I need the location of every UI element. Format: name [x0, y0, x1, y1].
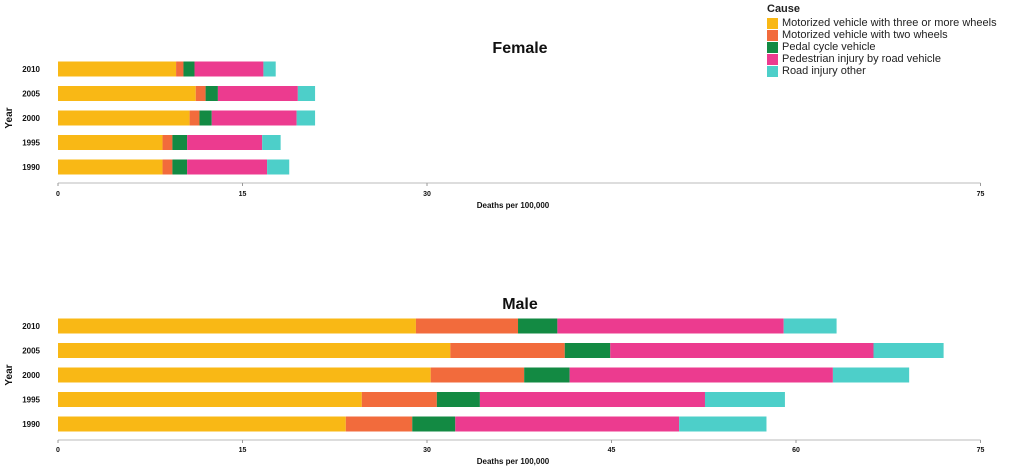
bar-segment — [187, 159, 268, 175]
x-tick-label: 75 — [977, 191, 985, 198]
bar-segment — [832, 367, 910, 383]
bar-segment — [58, 86, 196, 101]
legend-title: Cause — [767, 3, 801, 15]
x-tick-label: 60 — [792, 447, 800, 454]
legend-swatch — [767, 53, 778, 65]
bar-segment — [524, 367, 570, 383]
bar-segment — [557, 318, 784, 334]
y-tick-label: 1990 — [22, 163, 40, 172]
bar-segment — [172, 159, 188, 175]
bar-segment — [412, 416, 456, 432]
y-tick-label: 1995 — [22, 139, 40, 148]
bar-segment — [873, 343, 944, 358]
legend-swatch — [767, 17, 778, 29]
legend-label: Motorized vehicle with three or more whe… — [782, 17, 997, 29]
bar-segment — [569, 367, 833, 383]
bar-segment — [58, 61, 177, 77]
bar-segment — [436, 392, 480, 407]
bar-segment — [199, 110, 212, 126]
bar-segment — [564, 343, 611, 358]
bar-segment — [217, 86, 298, 101]
bar-segment — [58, 392, 362, 407]
bar-segment — [187, 135, 263, 150]
panel-title: Male — [502, 296, 538, 313]
bar-segment — [262, 135, 281, 150]
legend-items: Motorized vehicle with three or more whe… — [767, 17, 997, 77]
bar-segment — [58, 318, 416, 334]
x-tick-label: 45 — [608, 447, 616, 454]
legend-swatch — [767, 41, 778, 53]
bar-segment — [263, 61, 276, 77]
x-axis-label: Deaths per 100,000 — [477, 201, 550, 210]
legend-item: Pedal cycle vehicle — [767, 41, 997, 53]
y-tick-label: 2010 — [22, 322, 40, 331]
legend: Cause Motorized vehicle with three or mo… — [767, 3, 997, 77]
bar-segment — [345, 416, 413, 432]
bar-segment — [450, 343, 565, 358]
legend-label: Motorized vehicle with two wheels — [782, 29, 948, 41]
bar-segment — [58, 367, 431, 383]
x-tick-label: 75 — [977, 447, 985, 454]
x-tick-label: 15 — [239, 191, 247, 198]
legend-swatch — [767, 29, 778, 41]
y-tick-label: 2005 — [22, 90, 40, 99]
legend-swatch — [767, 65, 778, 77]
bar-segment — [58, 135, 163, 150]
bar-segment — [296, 110, 316, 126]
bar-segment — [58, 159, 163, 175]
legend-label: Road injury other — [782, 65, 866, 77]
bar-segment — [783, 318, 837, 334]
x-axis-label: Deaths per 100,000 — [477, 457, 550, 466]
bar-segment — [172, 135, 188, 150]
bar-segment — [58, 416, 346, 432]
legend-label: Pedestrian injury by road vehicle — [782, 53, 941, 65]
bar-segment — [479, 392, 705, 407]
bar-segment — [297, 86, 316, 101]
bar-segment — [518, 318, 558, 334]
x-tick-label: 30 — [423, 447, 431, 454]
bar-segment — [183, 61, 195, 77]
legend-item: Road injury other — [767, 65, 997, 77]
legend-label: Pedal cycle vehicle — [782, 41, 876, 53]
bar-segment — [58, 110, 190, 126]
legend-item: Pedestrian injury by road vehicle — [767, 53, 997, 65]
bar-segment — [189, 110, 200, 126]
y-tick-label: 1990 — [22, 420, 40, 429]
bar-segment — [162, 159, 173, 175]
bar-segment — [205, 86, 218, 101]
bar-segment — [194, 61, 264, 77]
y-tick-label: 2005 — [22, 347, 40, 356]
bar-segment — [679, 416, 767, 432]
x-tick-label: 30 — [423, 191, 431, 198]
bar-segment — [430, 367, 525, 383]
bar-segment — [361, 392, 437, 407]
bar-segment — [176, 61, 184, 77]
bar-segment — [455, 416, 680, 432]
panel-title: Female — [492, 40, 547, 57]
y-tick-label: 2000 — [22, 371, 40, 380]
y-axis-label: Year — [4, 107, 15, 128]
legend-item: Motorized vehicle with two wheels — [767, 29, 997, 41]
bar-segment — [211, 110, 297, 126]
y-axis-label: Year — [4, 364, 15, 385]
y-tick-label: 2010 — [22, 65, 40, 74]
x-tick-label: 0 — [56, 191, 60, 198]
bar-segment — [610, 343, 874, 358]
y-tick-label: 1995 — [22, 396, 40, 405]
legend-item: Motorized vehicle with three or more whe… — [767, 17, 997, 29]
bar-segment — [162, 135, 173, 150]
bar-segment — [415, 318, 519, 334]
bar-segment — [195, 86, 206, 101]
bar-segment — [267, 159, 290, 175]
bar-segment — [704, 392, 785, 407]
x-tick-label: 15 — [239, 447, 247, 454]
bar-segment — [58, 343, 451, 358]
y-tick-label: 2000 — [22, 114, 40, 123]
x-tick-label: 0 — [56, 447, 60, 454]
